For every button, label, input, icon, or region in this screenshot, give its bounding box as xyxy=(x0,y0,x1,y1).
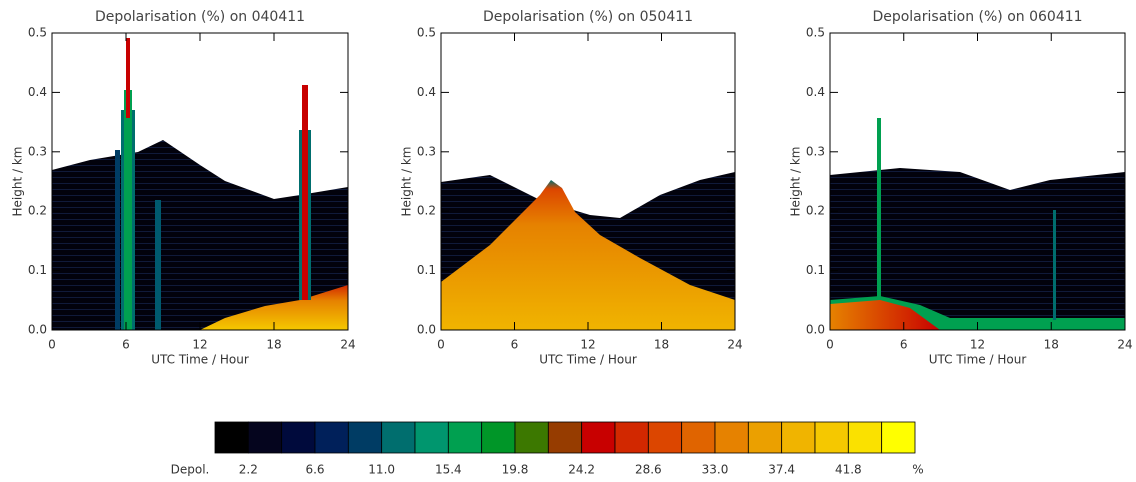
colorbar-cell xyxy=(547,421,583,454)
x-tick-label: 0 xyxy=(826,338,834,352)
colorbar-tick-label: 11.0 xyxy=(368,463,395,477)
y-tick-label: 0.1 xyxy=(28,263,47,277)
colorbar-cell xyxy=(314,421,349,454)
y-tick-label: 0.4 xyxy=(806,85,825,99)
y-tick-label: 0.2 xyxy=(28,204,47,218)
colorbar-tick-label: 37.4 xyxy=(768,463,795,477)
x-tick-label: 12 xyxy=(970,338,985,352)
y-tick-label: 0.2 xyxy=(417,204,436,218)
colorbar-tick-label: 28.6 xyxy=(635,463,662,477)
colorbar-tick-label: 2.2 xyxy=(239,463,258,477)
colorbar-cell xyxy=(481,421,516,454)
y-tick-label: 0.5 xyxy=(28,26,47,40)
colorbar-cell xyxy=(381,421,416,454)
x-axis-label: UTC Time / Hour xyxy=(929,353,1027,367)
y-tick-label: 0.0 xyxy=(806,323,825,337)
x-tick-label: 18 xyxy=(266,338,281,352)
x-tick-label: 0 xyxy=(48,338,56,352)
y-tick-label: 0.4 xyxy=(28,85,47,99)
x-axis-label: UTC Time / Hour xyxy=(539,353,637,367)
colorbar-label: Depol. xyxy=(171,463,210,477)
heatmap-field xyxy=(52,38,348,330)
y-tick-label: 0.0 xyxy=(417,323,436,337)
colorbar-cell xyxy=(714,421,749,454)
x-tick-label: 24 xyxy=(727,338,742,352)
y-tick-label: 0.1 xyxy=(417,263,436,277)
heatmap-field xyxy=(830,118,1125,330)
y-tick-label: 0.5 xyxy=(806,26,825,40)
colorbar-cell xyxy=(614,421,649,454)
colorbar-cell xyxy=(414,421,449,454)
y-tick-label: 0.3 xyxy=(417,144,436,158)
x-tick-label: 18 xyxy=(1044,338,1059,352)
y-tick-label: 0.3 xyxy=(806,144,825,158)
colorbar-cell xyxy=(447,421,483,454)
colorbar-cell xyxy=(747,421,783,454)
x-tick-label: 12 xyxy=(192,338,207,352)
colorbar-cell xyxy=(647,421,683,454)
x-tick-label: 12 xyxy=(580,338,595,352)
colorbar-cell xyxy=(814,421,849,454)
chart-title: Depolarisation (%) on 060411 xyxy=(872,9,1082,25)
y-tick-label: 0.3 xyxy=(28,144,47,158)
chart-title: Depolarisation (%) on 040411 xyxy=(95,9,305,25)
x-tick-label: 6 xyxy=(900,338,908,352)
x-tick-label: 18 xyxy=(654,338,669,352)
x-tick-label: 6 xyxy=(511,338,519,352)
colorbar-cell xyxy=(581,421,616,454)
y-tick-label: 0.2 xyxy=(806,204,825,218)
colorbar-cell xyxy=(247,421,283,454)
y-tick-label: 0.0 xyxy=(28,323,47,337)
y-axis-label: Height / km xyxy=(400,147,414,217)
colorbar-cell xyxy=(514,421,549,454)
y-tick-label: 0.4 xyxy=(417,85,436,99)
colorbar-tick-label: 19.8 xyxy=(502,463,529,477)
colorbar-cell xyxy=(214,421,249,454)
colorbar-tick-label: 6.6 xyxy=(305,463,324,477)
colorbar-tick-label: 33.0 xyxy=(702,463,729,477)
y-axis-label: Height / km xyxy=(11,147,25,217)
y-axis-label: Height / km xyxy=(789,147,803,217)
colorbar-cell xyxy=(347,421,383,454)
colorbar-cell xyxy=(681,421,716,454)
x-tick-label: 0 xyxy=(437,338,445,352)
colorbar-cell xyxy=(781,421,816,454)
colorbar-cell xyxy=(881,421,916,454)
chart-title: Depolarisation (%) on 050411 xyxy=(483,9,693,25)
colorbar-cell xyxy=(847,421,883,454)
colorbar-tick-label: 15.4 xyxy=(435,463,462,477)
heatmap-field xyxy=(441,172,735,330)
colorbar-tick-label: 24.2 xyxy=(568,463,595,477)
y-tick-label: 0.1 xyxy=(806,263,825,277)
colorbar-unit: % xyxy=(912,463,923,477)
x-tick-label: 24 xyxy=(1117,338,1132,352)
x-tick-label: 24 xyxy=(340,338,355,352)
colorbar-tick-label: 41.8 xyxy=(835,463,862,477)
y-tick-label: 0.5 xyxy=(417,26,436,40)
colorbar-cell xyxy=(281,421,316,454)
x-tick-label: 6 xyxy=(122,338,130,352)
x-axis-label: UTC Time / Hour xyxy=(151,353,249,367)
